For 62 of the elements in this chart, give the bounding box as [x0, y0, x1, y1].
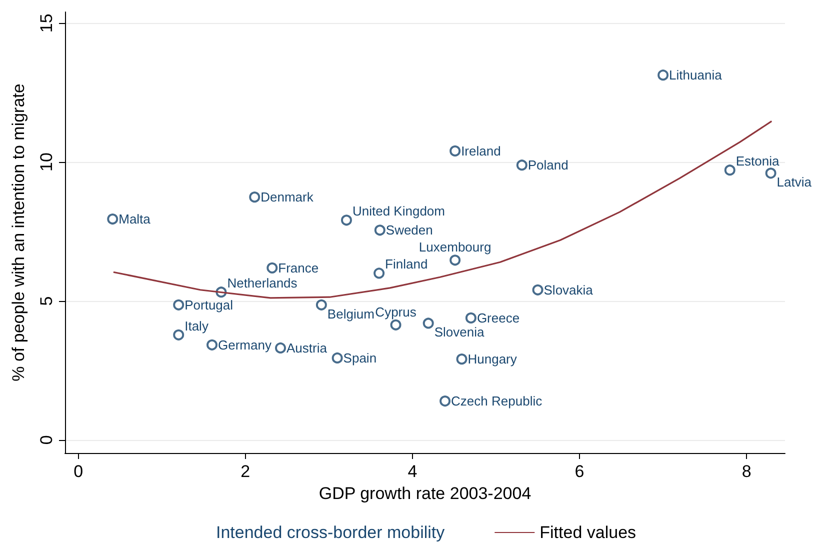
point: [450, 254, 461, 266]
point: [206, 339, 218, 350]
annotation: Slovenia: [434, 324, 485, 340]
annotation: Malta: [118, 212, 152, 227]
y-tick-label: 0: [37, 435, 56, 445]
annotation: Ireland: [461, 143, 501, 158]
annotation: Lithuania: [669, 68, 723, 83]
point: [316, 299, 327, 310]
point: [450, 145, 461, 156]
x-tick-label: 2: [240, 462, 250, 481]
x-tick-label: 0: [74, 462, 84, 481]
annotation: Estonia: [736, 154, 780, 169]
x-tick-label: 6: [574, 462, 584, 481]
point: [440, 396, 451, 407]
point: [532, 284, 544, 296]
point: [374, 268, 385, 279]
annotation: Austria: [286, 340, 328, 356]
point: [173, 329, 184, 340]
point: [390, 319, 402, 330]
annotation: Greece: [476, 310, 520, 326]
x-axis-title: GDP growth rate 2003-2004: [318, 484, 532, 503]
point: [107, 214, 118, 225]
annotation: Cyprus: [375, 304, 417, 320]
point: [765, 168, 776, 179]
annotation: Latvia: [776, 174, 812, 190]
annotation: Belgium: [327, 306, 374, 322]
annotation: Netherlands: [227, 276, 298, 291]
y-tick-label: 5: [37, 296, 56, 306]
x-tick-label: 8: [742, 462, 752, 481]
point: [332, 352, 343, 364]
point: [516, 160, 528, 171]
annotation: Czech Republic: [451, 394, 543, 409]
annotation: Finland: [385, 256, 428, 272]
y-tick-label: 15: [37, 14, 56, 33]
annotation: United Kingdom: [352, 204, 445, 219]
annotation: Portugal: [184, 297, 234, 312]
point: [249, 192, 260, 203]
point: [173, 299, 184, 310]
annotation: Denmark: [260, 190, 314, 205]
annotation: France: [278, 260, 319, 276]
point: [456, 354, 468, 365]
annotation: Italy: [184, 318, 209, 334]
y-tick-label: 10: [37, 152, 56, 172]
annotation: Sweden: [386, 222, 433, 238]
text: Intended cross-border mobility: [216, 523, 446, 542]
point: [465, 312, 476, 324]
annotation: Luxembourg: [418, 240, 492, 255]
legend-label: Fitted values: [540, 523, 636, 542]
point: [340, 214, 352, 226]
point: [422, 318, 434, 329]
annotation: Slovakia: [544, 282, 594, 298]
annotation: Spain: [343, 350, 377, 366]
y-axis-title: % of people with an intention to migrate: [9, 84, 28, 382]
point: [658, 70, 669, 81]
point: [374, 224, 386, 236]
x-tick-label: 4: [408, 462, 418, 481]
point: [266, 262, 278, 274]
annotation: Poland: [528, 158, 568, 173]
point: [275, 342, 286, 354]
point: [724, 164, 736, 176]
annotation: Hungary: [468, 352, 518, 367]
annotation: Germany: [218, 337, 272, 352]
